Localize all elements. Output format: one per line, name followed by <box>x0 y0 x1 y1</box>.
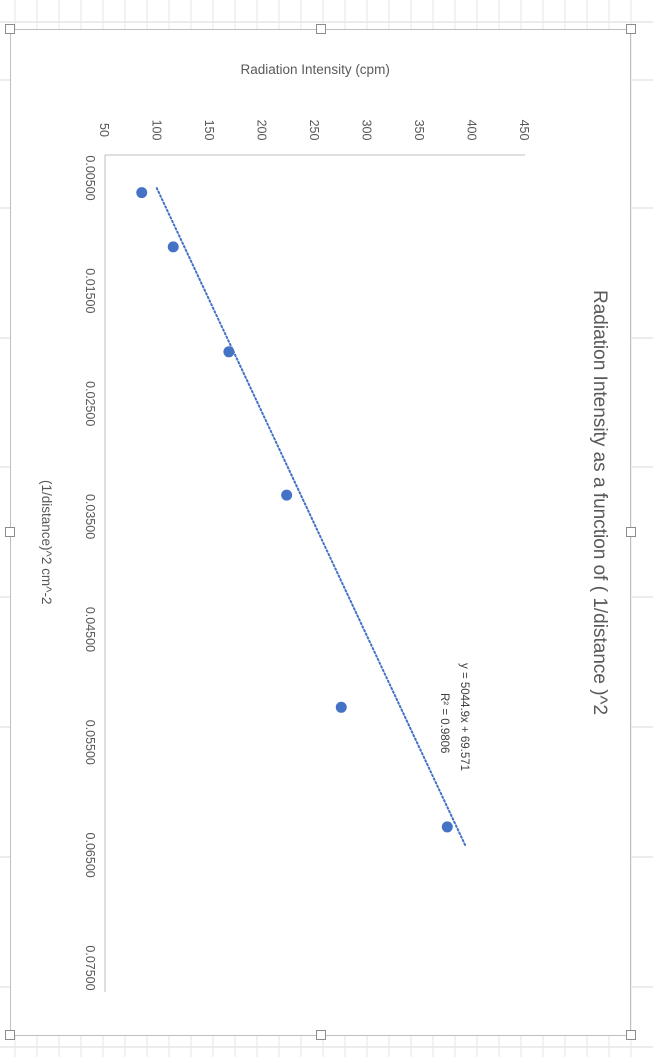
trendline-equation: y = 5044.9x + 69.571 <box>458 663 470 772</box>
y-tick-label: 450 <box>517 120 531 141</box>
trendline-r-squared: R² = 0.9806 <box>438 693 450 754</box>
data-point <box>335 701 347 713</box>
y-tick-label: 250 <box>307 120 321 141</box>
data-points <box>136 187 453 833</box>
x-axis-title: (1/distance)^2 cm^-2 <box>39 480 54 605</box>
y-tick-label: 300 <box>360 120 374 141</box>
resize-handle-middle-right[interactable] <box>626 527 636 537</box>
x-tick-label: 0.06500 <box>83 833 97 878</box>
resize-handle-bottom-middle[interactable] <box>316 1030 326 1040</box>
x-tick-label: 0.04500 <box>83 607 97 652</box>
x-tick-label: 0.03500 <box>83 494 97 539</box>
data-point <box>441 821 453 833</box>
data-point <box>167 241 179 253</box>
resize-handle-bottom-right[interactable] <box>626 1030 636 1040</box>
axes <box>104 154 525 992</box>
y-tick-label: 350 <box>412 120 426 141</box>
x-tick-label: 0.00500 <box>83 155 97 200</box>
y-tick-label: 400 <box>465 120 479 141</box>
y-tick-label: 150 <box>202 120 216 141</box>
y-tick-label: 200 <box>255 120 269 141</box>
chart-area[interactable] <box>10 29 631 1036</box>
x-tick-label: 0.05500 <box>83 720 97 765</box>
chart-title: Radiation Intensity as a function of ( 1… <box>589 290 610 716</box>
trendline-path <box>155 187 467 848</box>
y-axis-title: Radiation Intensity (cpm) <box>240 62 390 77</box>
x-tick-label: 0.07500 <box>83 945 97 990</box>
resize-handle-top-right[interactable] <box>626 24 636 34</box>
resize-handle-top-left[interactable] <box>5 24 15 34</box>
trendline <box>155 187 467 848</box>
resize-handle-bottom-left[interactable] <box>5 1030 15 1040</box>
resize-handle-middle-left[interactable] <box>5 527 15 537</box>
data-point <box>136 187 148 199</box>
x-tick-label: 0.01500 <box>83 268 97 313</box>
data-point <box>281 489 293 501</box>
resize-handle-top-middle[interactable] <box>316 24 326 34</box>
tick-labels: 0.00500 0.01500 0.02500 0.03500 0.04500 0.055… <box>83 120 531 991</box>
y-tick-label: 50 <box>97 123 111 137</box>
x-tick-label: 0.02500 <box>83 381 97 426</box>
data-point <box>223 346 235 358</box>
y-tick-label: 100 <box>150 120 164 141</box>
